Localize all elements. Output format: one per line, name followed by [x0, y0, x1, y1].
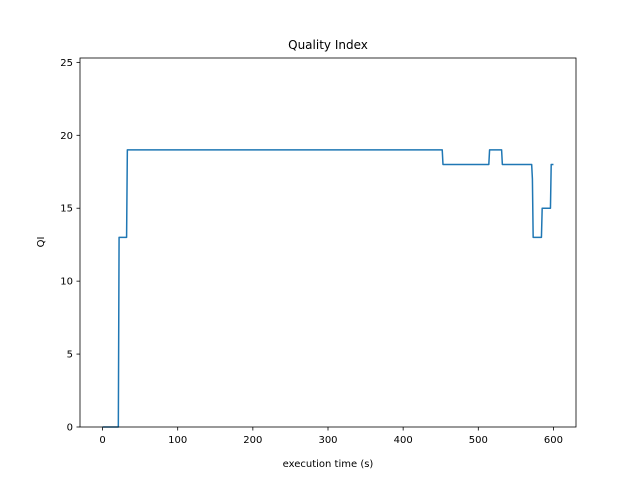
x-tick-label: 200 — [243, 435, 262, 446]
y-tick-label: 5 — [67, 350, 73, 361]
x-tick-label: 500 — [469, 435, 488, 446]
x-tick-label: 300 — [318, 435, 337, 446]
chart-title: Quality Index — [288, 38, 368, 52]
y-tick-label: 20 — [60, 131, 73, 142]
x-tick-label: 0 — [99, 435, 105, 446]
y-tick-label: 25 — [60, 58, 73, 69]
series-line-qi — [102, 149, 554, 428]
x-axis-ticks: 0 100 200 300 400 500 600 — [99, 427, 563, 446]
x-tick-label: 100 — [168, 435, 187, 446]
y-tick-label: 0 — [67, 423, 73, 434]
y-tick-label: 15 — [60, 204, 73, 215]
y-axis-label: QI — [36, 237, 47, 248]
x-tick-label: 600 — [544, 435, 563, 446]
plot-frame — [79, 57, 577, 428]
x-axis-label: execution time (s) — [283, 459, 374, 470]
plot-area — [80, 58, 576, 427]
x-tick-label: 400 — [394, 435, 413, 446]
y-tick-label: 10 — [60, 277, 73, 288]
y-axis-ticks: 0 5 10 15 20 25 — [60, 58, 80, 434]
